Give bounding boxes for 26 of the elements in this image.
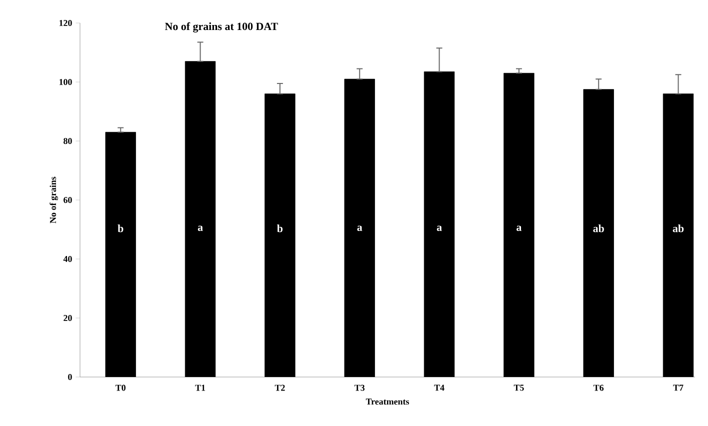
annotation: a — [357, 226, 362, 231]
x-tick-label: T1 — [195, 384, 206, 391]
annotation: a — [198, 226, 203, 231]
annotation: ab — [672, 224, 684, 232]
y-tick-label: 0 — [68, 374, 72, 380]
annotation: b — [118, 224, 124, 232]
y-tick-label: 120 — [60, 20, 72, 26]
x-axis-title: Treatments — [366, 398, 410, 405]
x-tick-label: T2 — [274, 384, 285, 391]
x-tick-label: T5 — [514, 384, 524, 391]
y-tick-label: 80 — [64, 138, 72, 144]
annotation: a — [516, 226, 522, 231]
y-tick-label: 100 — [60, 78, 72, 86]
x-tick-label: T7 — [673, 384, 684, 391]
y-tick-label: 40 — [63, 256, 72, 262]
y-axis-title: No of grains — [50, 176, 58, 224]
x-tick-label: T0 — [116, 384, 126, 391]
annotation: b — [277, 224, 283, 232]
x-tick-label: T3 — [354, 384, 365, 391]
annotation: ab — [593, 224, 604, 232]
y-tick-label: 60 — [64, 196, 72, 204]
annotation: a — [436, 226, 442, 231]
x-tick-label: T6 — [594, 384, 604, 391]
y-tick-label: 20 — [64, 314, 72, 322]
x-tick-label: T4 — [434, 384, 444, 391]
chart-title: No of grains at 100 DAT — [164, 22, 278, 32]
